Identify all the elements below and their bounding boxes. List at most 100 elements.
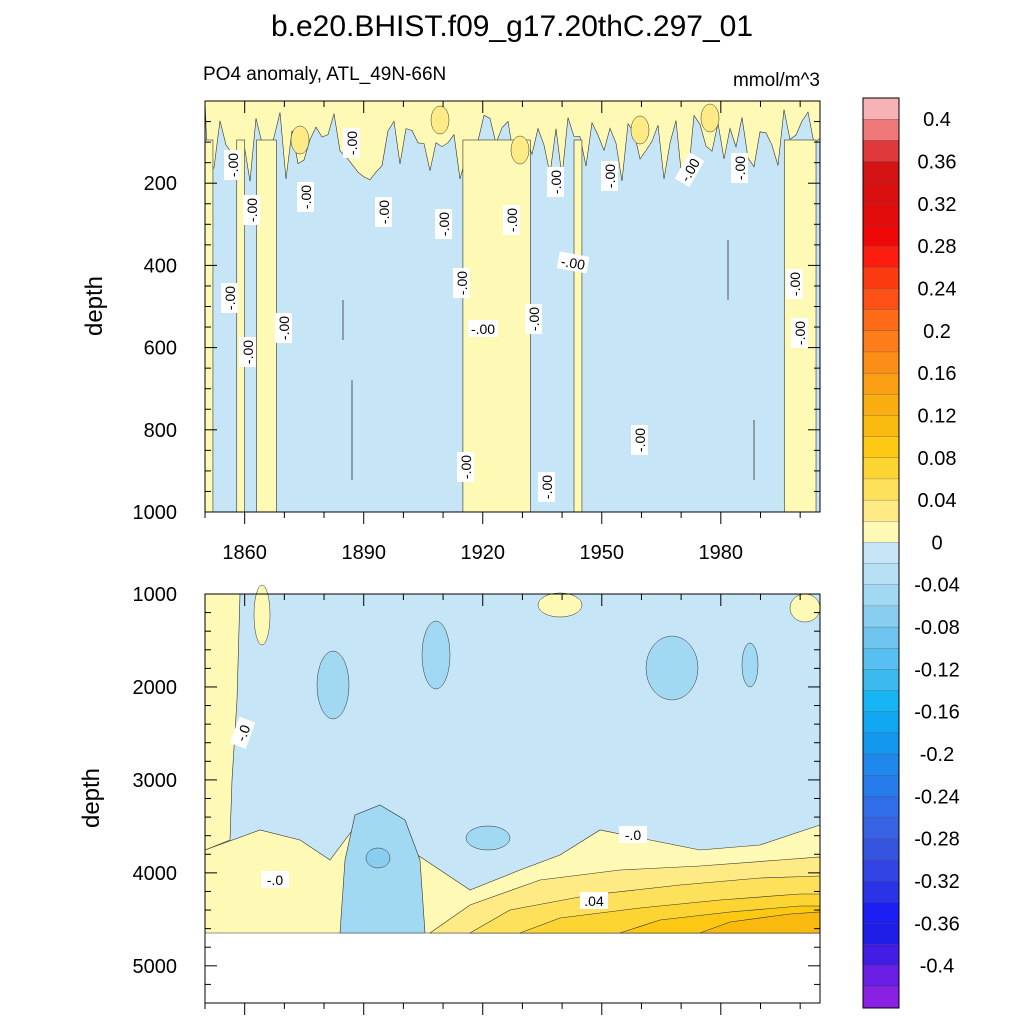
colorbar-swatch-34: [862, 817, 900, 840]
top-xtick-label-4: 1980: [699, 542, 744, 564]
top-contour-label-text-6: -.00: [504, 208, 520, 232]
positive-region-0: [204, 139, 214, 513]
colorbar-swatch-5: [862, 203, 900, 226]
colorbar-label-4: 0.24: [918, 278, 957, 300]
top-contour-label-bg-5: [435, 209, 452, 239]
colorbar-swatch-19: [862, 499, 900, 522]
top-contour-label-text-8: -.00: [602, 164, 618, 188]
top-contour-label-2: -.00: [243, 195, 260, 225]
colorbar-swatch-8: [862, 267, 900, 289]
colorbar-swatch-17: [862, 457, 900, 480]
top-contour-label-text-19: -.00: [792, 321, 808, 345]
top-contour-label-text-2: -.00: [244, 198, 260, 222]
top-panel-ylabel: depth: [81, 276, 108, 336]
top-contour-label-bg-1: [343, 128, 360, 158]
bottom-ytick-label-3: 4000: [133, 863, 178, 885]
colorbar-swatch-7: [862, 245, 900, 268]
bottom-panel: -.0 -.0 -.0 .04 depth 1000 2000 3000 4000 5000: [78, 584, 821, 1015]
bottom-contour-label-bg-0: [229, 716, 256, 749]
colorbar-label-8: 0.08: [918, 448, 957, 470]
colorbar-label-5: 0.2: [923, 321, 951, 343]
top-xtick-label-0: 1860: [222, 542, 267, 564]
top-contour-label-text-16: -.00: [471, 321, 495, 337]
top-contour-label-text-22: -.00: [632, 428, 648, 452]
top-contour-label-text-17: -.00: [526, 307, 542, 331]
top-panel: -.00 -.00 -.00 -.00 -.00 -.00 -.00 -.00 -.00 -.00…: [81, 100, 821, 564]
bottom-ytick-label-1: 2000: [133, 677, 178, 699]
top-contour-label-18: -.00: [239, 337, 256, 367]
top-ytick-label-3: 800: [144, 420, 177, 442]
bottom-ytick-label-2: 3000: [133, 770, 178, 792]
colorbar-swatch-6: [862, 224, 900, 247]
top-contour-label-text-11: -.00: [560, 253, 587, 273]
colorbar-swatch-28: [862, 690, 900, 713]
colorbar-swatch-40: [862, 944, 900, 967]
colorbar-swatch-29: [862, 711, 900, 734]
colorbar-swatch-15: [862, 415, 900, 438]
top-contour-label-bg-21: [538, 472, 555, 502]
top-contour-label-bg-17: [525, 304, 542, 334]
top-edge-positive-1: [537, 592, 583, 618]
colorbar-swatch-20: [862, 521, 900, 543]
negative-patch-3: [741, 642, 759, 688]
colorbar-label-7: 0.12: [918, 405, 957, 427]
top-contour-label-bg-6: [503, 205, 520, 235]
colorbar-swatch-38: [862, 902, 900, 924]
bottom-contour-label-text-3: .04: [584, 893, 604, 909]
colorbar-label-9: 0.04: [918, 490, 957, 512]
deep-negative-lobe: [339, 804, 426, 934]
top-contour-label-text-15: -.00: [787, 272, 803, 296]
bottom-panel-axes: 1000 2000 3000 4000 5000: [133, 584, 820, 1015]
top-contour-label-bg-20: [457, 452, 474, 482]
top-contour-label-bg-7: [547, 167, 564, 197]
bottom-contour-label-bg-1: [261, 871, 289, 888]
surface-spot-3: [630, 115, 650, 145]
colorbar-label-19: -0.36: [914, 913, 960, 935]
top-contour-label-bg-0: [224, 150, 241, 180]
colorbar-swatch-10: [862, 309, 900, 332]
top-ytick-label-4: 1000: [133, 502, 178, 524]
top-contour-label-7: -.00: [547, 167, 564, 197]
top-contour-label-text-5: -.00: [436, 212, 452, 236]
colorbar-label-14: -0.16: [914, 702, 960, 724]
deep-negative-core: [365, 847, 391, 869]
top-contour-label-13: -.00: [221, 283, 238, 313]
colorbar-swatch-12: [862, 351, 900, 374]
top-edge-positive-0: [253, 584, 271, 646]
top-contour-label-11: -.00: [556, 251, 590, 274]
colorbar-swatch-13: [862, 372, 900, 395]
surface-spot-1: [430, 105, 450, 135]
bottom-contour-label-3: .04: [580, 892, 608, 909]
top-contour-label-22: -.00: [631, 425, 648, 455]
top-contour-label-bg-10: [731, 153, 748, 183]
negative-patch-0: [316, 650, 350, 720]
bottom-ytick-label-4: 5000: [133, 956, 178, 978]
colorbar-swatch-22: [862, 563, 900, 586]
negative-patch-1: [421, 620, 451, 690]
colorbar-swatch-32: [862, 775, 900, 797]
top-contour-label-10: -.00: [731, 153, 748, 183]
bottom-panel-contour-fill: -.0 -.0 -.0 .04: [204, 584, 821, 934]
top-contour-label-text-14: -.00: [276, 316, 292, 340]
top-contour-label-text-3: -.00: [298, 185, 314, 209]
top-contour-label-17: -.00: [525, 304, 542, 334]
top-contour-label-8: -.00: [601, 161, 618, 191]
top-ytick-label-0: 200: [144, 173, 177, 195]
top-contour-label-3: -.00: [297, 182, 314, 212]
top-contour-label-bg-14: [275, 313, 292, 343]
deep-negative-small: [465, 825, 511, 851]
colorbar-label-2: 0.32: [918, 194, 957, 216]
top-ytick-label-1: 400: [144, 255, 177, 277]
top-contour-label-16: -.00: [468, 320, 498, 337]
bottom-panel-ylabel: depth: [78, 768, 105, 828]
colorbar-swatch-27: [862, 669, 900, 692]
colorbar-label-13: -0.12: [914, 659, 960, 681]
colorbar-swatch-25: [862, 626, 900, 649]
top-contour-label-bg-4: [375, 197, 392, 227]
top-contour-label-bg-3: [297, 182, 314, 212]
top-ytick-label-2: 600: [144, 338, 177, 360]
bottom-contour-label-bg-2: [619, 826, 647, 843]
top-contour-label-20: -.00: [457, 452, 474, 482]
top-contour-label-12: -.00: [453, 268, 470, 298]
